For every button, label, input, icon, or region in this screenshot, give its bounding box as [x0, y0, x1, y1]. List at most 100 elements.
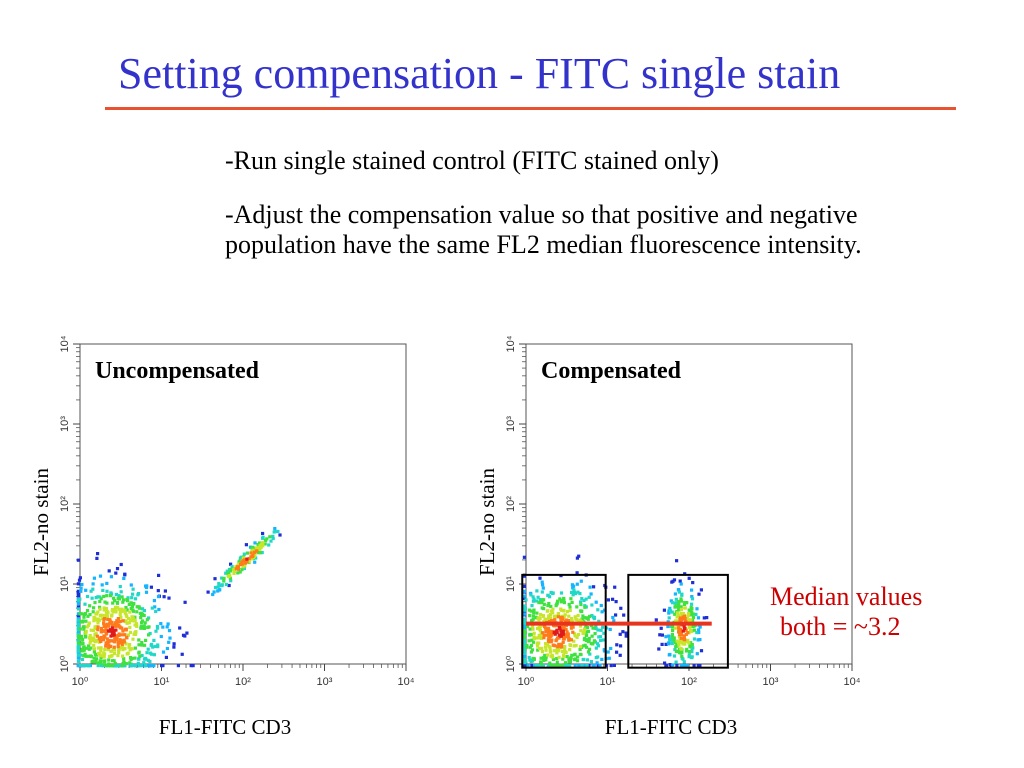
data-point	[117, 620, 121, 624]
data-point	[683, 626, 687, 631]
data-point	[259, 545, 263, 550]
data-point	[522, 617, 526, 621]
data-point	[106, 647, 110, 651]
data-point	[110, 628, 114, 633]
data-point	[98, 599, 102, 604]
data-point	[117, 607, 121, 611]
data-point	[671, 628, 675, 632]
data-point	[142, 661, 146, 665]
data-point	[667, 641, 671, 645]
data-point	[570, 590, 574, 594]
data-point	[579, 602, 583, 607]
data-point	[103, 659, 107, 663]
data-point	[522, 608, 526, 612]
data-point	[528, 645, 532, 649]
data-point	[142, 613, 146, 617]
data-point	[548, 661, 552, 665]
data-point	[690, 588, 694, 592]
data-point	[147, 633, 151, 637]
data-point	[278, 533, 282, 537]
data-point	[532, 637, 536, 641]
data-point	[683, 664, 687, 668]
data-point	[675, 639, 679, 643]
data-point	[76, 634, 81, 638]
data-point	[523, 606, 527, 611]
data-point	[138, 654, 142, 658]
data-point	[96, 646, 101, 650]
data-point	[124, 635, 129, 639]
data-point	[688, 650, 692, 654]
data-point	[227, 583, 231, 588]
data-point	[116, 617, 120, 621]
data-point	[128, 643, 132, 647]
data-point	[677, 641, 681, 645]
data-point	[140, 619, 145, 623]
data-point	[144, 638, 148, 642]
data-point	[560, 649, 564, 653]
data-point	[81, 641, 85, 645]
data-point	[133, 597, 138, 601]
data-point	[166, 622, 170, 626]
data-point	[240, 560, 244, 564]
data-point	[687, 576, 691, 580]
data-point	[574, 644, 578, 648]
data-point	[172, 642, 176, 646]
data-point	[522, 584, 526, 588]
data-point	[95, 556, 99, 560]
data-point	[105, 614, 110, 618]
data-point	[89, 589, 93, 593]
data-point	[680, 593, 684, 597]
data-point	[560, 626, 564, 630]
data-point	[238, 559, 242, 563]
data-point	[684, 628, 688, 632]
data-point	[541, 631, 545, 635]
data-point	[548, 595, 552, 599]
data-point	[680, 617, 684, 621]
data-point	[135, 610, 139, 614]
x-tick-label: 10¹	[154, 676, 170, 688]
data-point	[589, 641, 593, 646]
data-point	[100, 617, 104, 621]
data-point	[131, 609, 136, 613]
data-point	[530, 648, 535, 652]
data-point	[133, 656, 137, 660]
data-point	[76, 624, 80, 628]
data-point	[147, 616, 151, 620]
data-point	[522, 589, 526, 593]
data-point	[672, 636, 676, 640]
data-point	[542, 633, 546, 637]
data-point	[577, 664, 581, 668]
data-point	[243, 564, 247, 568]
data-point	[113, 638, 117, 642]
data-point	[140, 613, 144, 617]
data-point	[119, 619, 123, 623]
data-point	[558, 627, 562, 631]
data-point	[101, 638, 105, 642]
data-point	[559, 616, 563, 620]
data-point	[126, 596, 130, 600]
data-point	[527, 608, 531, 612]
data-point	[114, 605, 118, 609]
data-point	[131, 637, 135, 641]
data-point	[76, 592, 80, 597]
data-point	[268, 535, 272, 539]
data-point	[76, 612, 80, 616]
data-point	[530, 604, 534, 608]
data-point	[598, 663, 602, 667]
data-point	[110, 659, 115, 663]
data-point	[674, 660, 678, 664]
data-point	[670, 610, 674, 614]
data-point	[541, 583, 545, 587]
data-point	[115, 638, 119, 642]
data-point	[120, 607, 124, 611]
data-point	[675, 601, 679, 605]
data-point	[522, 574, 526, 578]
data-point	[597, 635, 601, 639]
data-point	[531, 614, 535, 618]
data-point	[577, 554, 581, 558]
data-point	[549, 663, 553, 667]
data-point	[568, 643, 572, 647]
data-point	[687, 625, 691, 630]
data-point	[79, 653, 83, 657]
data-point	[100, 629, 104, 633]
